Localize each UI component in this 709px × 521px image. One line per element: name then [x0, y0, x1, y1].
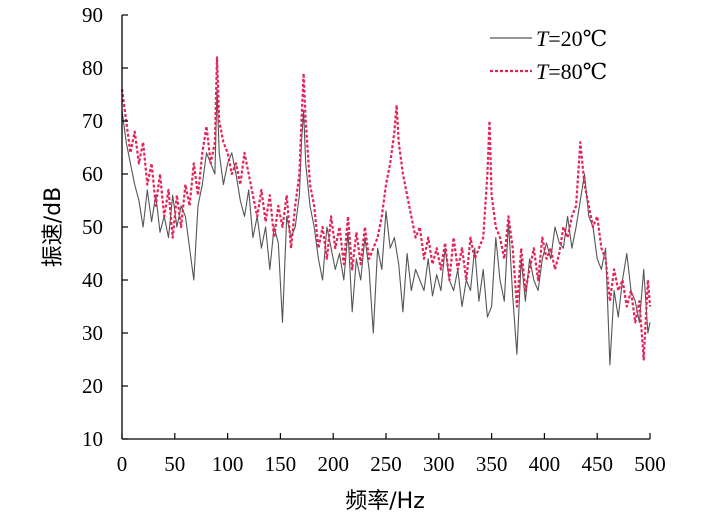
legend: T=20℃ T=80℃ [490, 26, 607, 84]
x-tick-label-50: 50 [164, 452, 185, 476]
series-line-2 [120, 56, 652, 361]
y-tick-label-60: 60 [82, 162, 103, 186]
plot-lines [120, 56, 652, 366]
x-tick-label-200: 200 [317, 452, 349, 476]
axes [121, 14, 651, 440]
x-tick-label-350: 350 [476, 452, 508, 476]
y-tick-label-80: 80 [82, 56, 103, 80]
x-tick-label-400: 400 [529, 452, 561, 476]
legend-var-series-1: T [536, 26, 550, 51]
legend-label-series-1: T=20℃ [536, 26, 607, 51]
y-tick-label-40: 40 [82, 268, 103, 292]
x-tick-label-150: 150 [265, 452, 297, 476]
legend-var-series-2: T [536, 59, 550, 84]
x-tick-label-100: 100 [212, 452, 244, 476]
x-tick-label-0: 0 [117, 452, 128, 476]
y-tick-label-30: 30 [82, 321, 103, 345]
y-tick-label-50: 50 [82, 215, 103, 239]
x-tick-label-300: 300 [423, 452, 455, 476]
y-tick-label-10: 10 [82, 427, 103, 451]
y-axis-title: 振速/dB [41, 187, 66, 267]
y-tick-label-90: 90 [82, 3, 103, 27]
legend-value-series-1: =20℃ [548, 26, 607, 51]
y-tick-label-20: 20 [82, 374, 103, 398]
x-axis-title: 频率/Hz [345, 489, 425, 514]
x-tick-label-450: 450 [581, 452, 613, 476]
legend-label-series-2: T=80℃ [536, 59, 607, 84]
x-tick-label-250: 250 [370, 452, 402, 476]
legend-value-series-2: =80℃ [548, 59, 607, 84]
x-tick-label-500: 500 [634, 452, 666, 476]
series-line-1 [121, 88, 651, 366]
tick-labels: 0 50 100 150 200 250 300 350 400 450 500 10 20 30 40 50… [82, 3, 666, 476]
y-tick-label-70: 70 [82, 109, 103, 133]
